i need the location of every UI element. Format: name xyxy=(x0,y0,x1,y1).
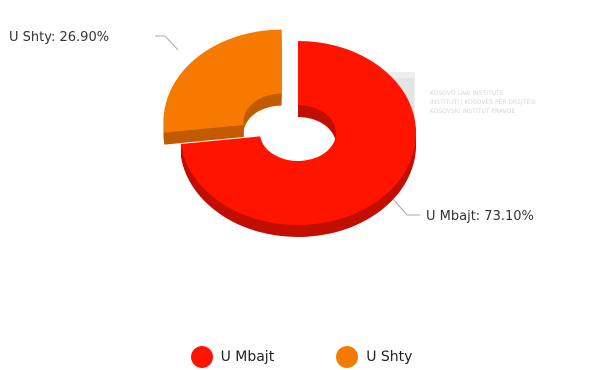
slice-u-shty[interactable] xyxy=(163,29,282,133)
legend-item-u-shty[interactable]: U Shty xyxy=(336,346,412,368)
legend-swatch-u-mbajt xyxy=(190,346,213,368)
legend-swatch-u-shty xyxy=(336,346,359,368)
slice-label-u-mbajt: U Mbajt: 73.10% xyxy=(426,209,534,224)
legend-label-u-shty: U Shty xyxy=(366,349,413,365)
watermark-line-1: KOSOVO LAW INSTITUTE xyxy=(430,90,504,97)
labels-layer: U Mbajt: 73.10% U Shty: 26.90% xyxy=(9,30,534,224)
connector-u-mbajt xyxy=(392,198,420,216)
legend-item-u-mbajt[interactable]: U Mbajt xyxy=(190,346,275,368)
legend-label-u-mbajt: U Mbajt xyxy=(220,349,275,365)
connector-u-shty xyxy=(155,35,179,51)
watermark-line-2: INSTITUTI I KOSOVËS PËR DREJTËSI xyxy=(430,99,536,106)
slices-layer xyxy=(163,29,416,237)
slice-u-mbajt[interactable] xyxy=(180,41,416,225)
legend: U Mbajt U Shty xyxy=(0,344,603,370)
slice-label-u-shty: U Shty: 26.90% xyxy=(9,30,109,45)
watermark-line-3: KOSOVSKI INSTITUT PRAVDE xyxy=(430,108,515,115)
